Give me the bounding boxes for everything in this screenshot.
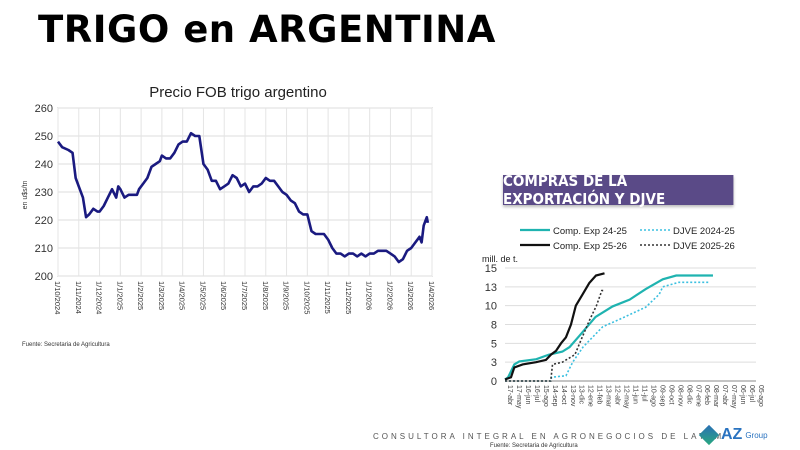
logo-cube-icon [698,424,720,446]
y-tick-label: 3 [491,357,497,369]
x-tick-label: 12-ene [587,385,594,407]
x-tick-label: 14-oct [560,385,567,405]
source-note-left: Fuente: Secretaria de Agricultura [22,342,110,348]
logo-text: AZ [721,426,743,443]
az-group-logo: AZ Group [698,424,768,446]
x-tick-label: 15-ago [542,385,549,407]
exports-banner: COMPRAS DE LA EXPORTACIÓN Y DJVE [503,172,734,208]
x-tick-label: 1/12/2024 [95,281,104,314]
x-tick-label: 1/2/2025 [136,281,145,310]
x-tick-label: 1/10/2024 [53,281,62,314]
y-tick-label: 8 [491,320,497,332]
x-tick-label: 16-jun [524,385,531,405]
x-tick-label: 06-feb [703,385,710,405]
x-tick-label: 07-abr [721,385,728,406]
x-tick-label: 17-abr [506,385,513,406]
x-tick-label: 1/5/2025 [198,281,207,310]
x-tick-label: 13-nov [569,385,576,407]
y-tick-label: 10 [485,301,497,313]
price-line [56,131,430,264]
x-tick-label: 1/12/2025 [344,281,353,314]
y-tick-label: 15 [485,263,497,275]
x-tick-label: 1/1/2026 [365,281,374,310]
x-tick-label: 11-jun [632,385,639,404]
x-tick-label: 07-may [730,385,737,409]
x-tick-label: 07-ene [694,385,701,407]
x-tick-label: 06-jul [748,385,755,403]
x-tick-label: 11-feb [596,385,603,404]
x-tick-label: 1/6/2025 [219,281,228,310]
x-tick-label: 06-jun [739,385,746,405]
x-tick-label: 08-dic [685,385,692,405]
consultora-tagline: CONSULTORA INTEGRAL EN AGRONEGOCIOS DE L… [373,432,725,441]
legend-label: DJVE 2024-25 [673,226,735,237]
x-tick-label: 1/3/2025 [157,281,166,310]
logo-sub: Group [745,430,768,440]
y-tick-label: 260 [35,103,53,115]
y-tick-label: 200 [35,271,53,283]
x-tick-label: 12-abr [614,385,621,406]
x-tick-label: 05-ago [757,385,764,407]
x-tick-label: 11-jul [640,385,647,402]
x-tick-label: 1/11/2025 [323,281,332,314]
x-tick-label: 1/8/2025 [261,281,270,310]
x-tick-label: 1/4/2025 [178,281,187,310]
y-tick-label: 250 [35,131,53,143]
series-line-2 [504,272,605,381]
x-tick-label: 1/3/2026 [406,281,415,310]
x-tick-label: 08-mar [712,385,719,408]
x-tick-label: 09-oct [667,385,674,405]
legend-label: Comp. Exp 24-25 [553,226,627,237]
series-line-0 [504,274,713,381]
series-line-3 [505,289,605,382]
x-tick-label: 1/4/2026 [427,281,436,310]
x-tick-label: 1/7/2025 [240,281,249,310]
x-tick-label: 1/9/2025 [282,281,291,310]
y-tick-label: 13 [485,282,497,294]
y-tick-label: 220 [35,215,53,227]
chart-title: Precio FOB trigo argentino [149,84,327,101]
x-tick-label: 08-nov [676,385,683,407]
y-tick-label: 240 [35,159,53,171]
legend-label: Comp. Exp 25-26 [553,241,627,252]
x-tick-label: 13-mar [605,385,612,408]
source-note-right: Fuente: Secretaria de Agricultura [490,443,578,449]
x-tick-label: 1/1/2025 [115,281,124,310]
y-tick-label: 230 [35,187,53,199]
x-tick-label: 16-jul [533,385,540,403]
x-tick-label: 1/10/2025 [302,281,311,314]
x-tick-label: 1/2/2026 [385,281,394,310]
legend-label: DJVE 2025-26 [673,241,735,252]
x-tick-label: 14-sep [551,385,558,407]
y-tick-label: 0 [491,376,497,388]
y-tick-label: 210 [35,243,53,255]
x-tick-label: 17-may [515,385,522,409]
x-tick-label: 13-dic [578,385,585,405]
x-tick-label: 10-ago [649,385,656,407]
x-tick-label: 09-sep [658,385,665,407]
y-tick-label: 5 [491,338,497,350]
y-axis-label: en u$s/tn [22,180,29,209]
x-tick-label: 12-may [623,385,630,409]
y-axis-label: mill. de t. [482,254,518,264]
x-tick-label: 1/11/2024 [74,281,83,314]
series-line-1 [505,281,710,382]
page-title: TRIGO en ARGENTINA [38,8,496,51]
